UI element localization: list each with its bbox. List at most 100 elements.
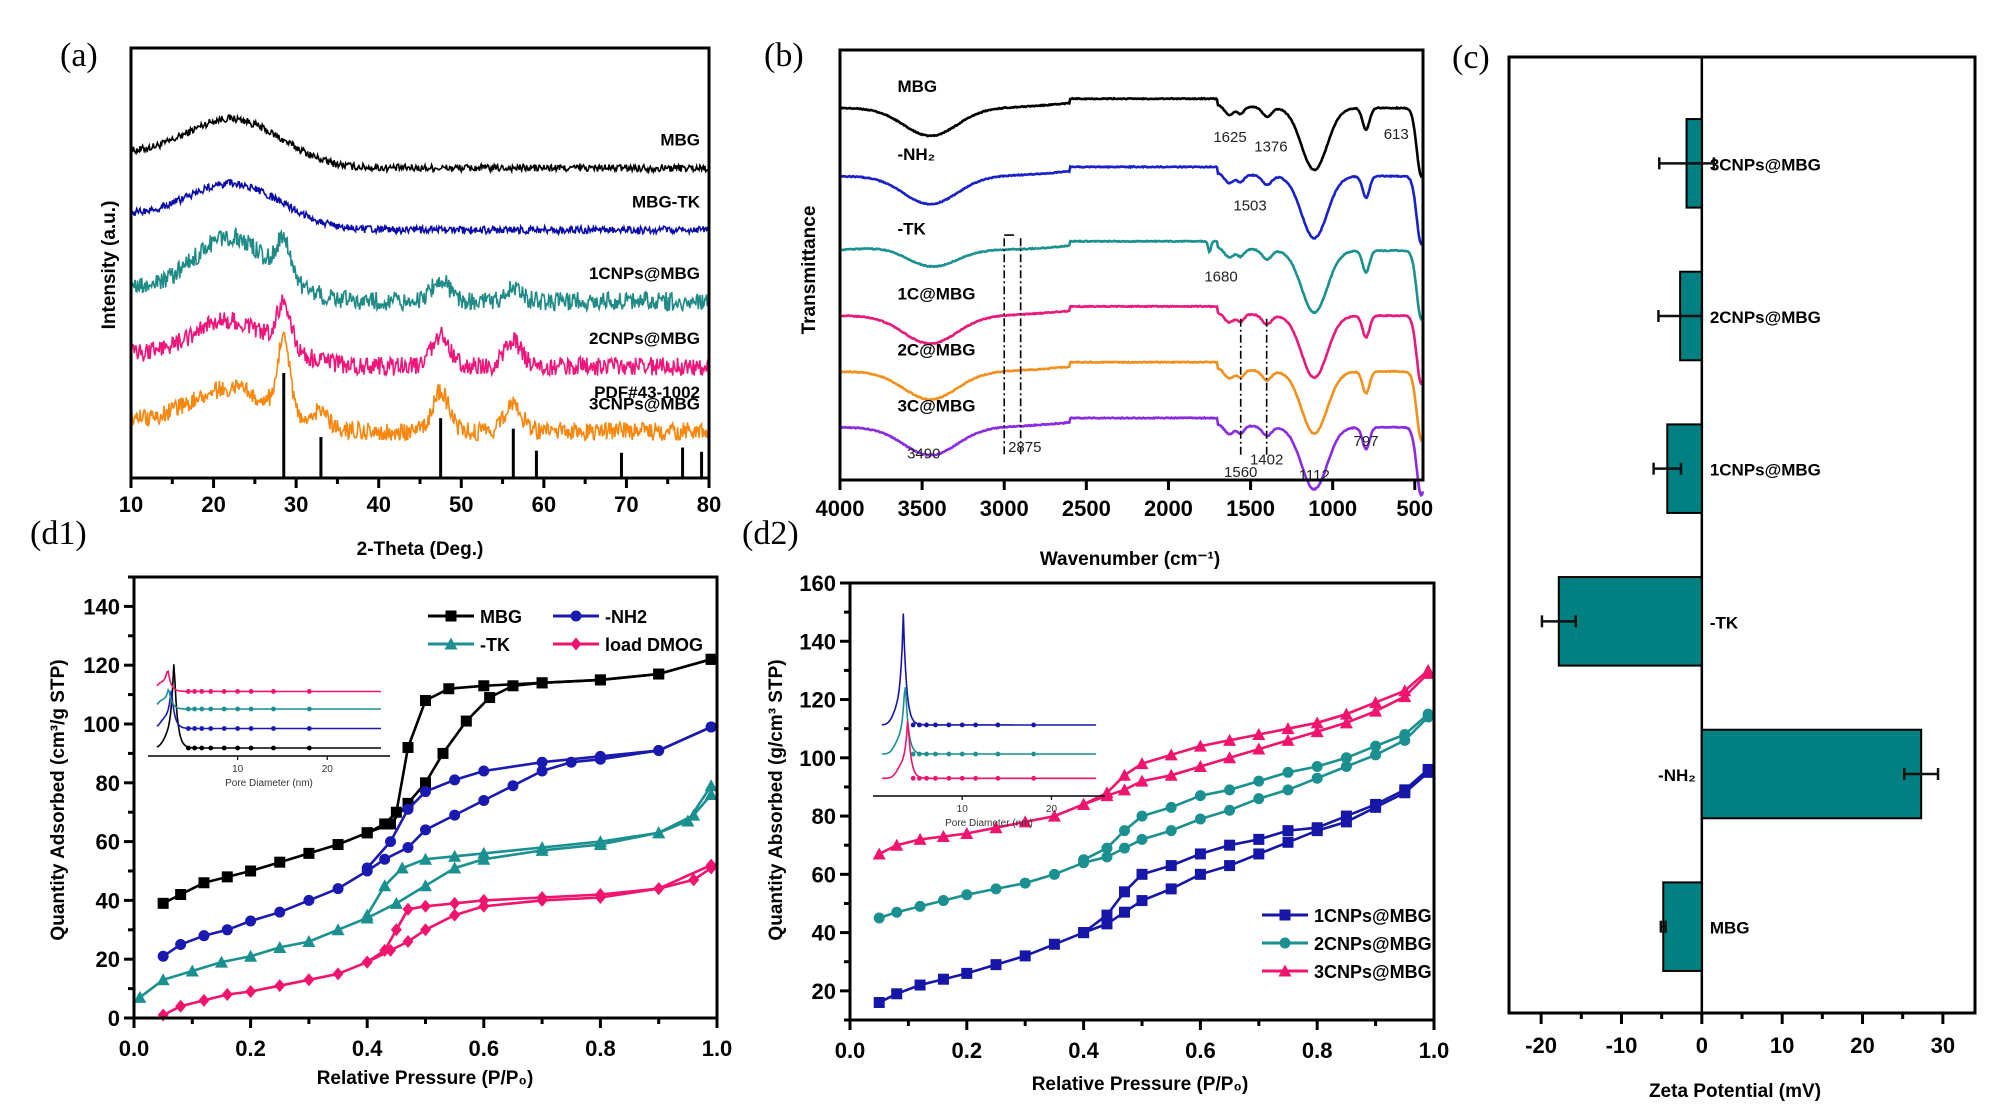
b-series-label-2c-mbg: 2C@MBG	[897, 341, 975, 360]
d2-legend-marker	[1279, 937, 1291, 949]
d1-y-axis-title: Quantity Adsorbed (cm³/g STP)	[48, 659, 69, 940]
c-category-label: MBG	[1710, 919, 1750, 938]
d2-inset-point	[973, 775, 979, 781]
d1-point	[303, 894, 315, 906]
d1-point	[214, 955, 228, 968]
d2-inset-x-tick-label: 20	[1046, 804, 1058, 815]
d2-point	[890, 838, 904, 851]
d1-inset-point	[208, 689, 214, 694]
d1-y-tick-label: 60	[96, 830, 120, 855]
d1-x-tick-label: 0.2	[235, 1036, 266, 1061]
a-frame	[129, 46, 711, 480]
d2-point	[1118, 825, 1130, 837]
d2-point	[1077, 797, 1091, 810]
d1-point	[402, 841, 414, 853]
d1-inset-point	[192, 706, 198, 712]
d2-point	[891, 988, 903, 1000]
d1-inset-point	[235, 706, 241, 712]
d1-point	[420, 923, 431, 937]
d2-legend-marker	[1279, 909, 1291, 921]
d2-inset-point	[959, 775, 965, 781]
d1-inset-point	[248, 726, 254, 731]
d1-point	[221, 924, 233, 936]
d2-inset-point	[924, 751, 929, 757]
d1-inset-point	[248, 706, 254, 712]
d1-axes: 0.0 0.2 0.4 0.6 0.8 1.0 0 20 40 60 80 100 120 140	[83, 575, 732, 1061]
d1-point	[402, 742, 414, 754]
d1-inset-point	[271, 689, 276, 694]
d1-legend-label-nh2: -NH2	[605, 607, 647, 627]
d1-point	[157, 950, 169, 962]
d1-legend-marker	[445, 610, 457, 622]
d2-point	[1340, 810, 1352, 822]
d1-point	[653, 744, 665, 756]
d1-point	[198, 930, 210, 942]
b-x-tick-label: 1000	[1308, 496, 1357, 521]
d2-y-tick-label: 120	[799, 688, 836, 713]
c-bar-nh2	[1700, 728, 1923, 820]
d2-point	[1078, 854, 1090, 866]
d1-x-tick-label: 0.0	[119, 1036, 150, 1061]
d1-inset-point	[221, 706, 227, 712]
a-reference-label: PDF#43-1002	[594, 383, 700, 402]
d2-inset-x-title: Pore Diameter (nm)	[945, 818, 1033, 829]
panel-d1-bet: (d1) 0.0 0.2 0.4 0.6 0.8 1.0 0 20 40 60 80 100 120 14…	[30, 515, 732, 1089]
d1-point	[536, 677, 548, 689]
d1-point	[198, 993, 210, 1007]
d1-point	[681, 814, 695, 827]
d2-point	[873, 912, 885, 924]
d2-point	[1100, 786, 1114, 799]
d2-point	[990, 883, 1002, 895]
d2-point	[1281, 722, 1295, 735]
a-series-3cnps-mbg	[130, 331, 710, 442]
d1-inset-point	[271, 745, 276, 751]
d1-inset-point	[208, 706, 214, 712]
d2-inset-point	[946, 722, 952, 728]
a-series-label-mbg: MBG	[660, 131, 700, 150]
b-series-mbg	[839, 96, 1425, 179]
d1-point	[420, 899, 431, 913]
d2-legend-marker	[1278, 964, 1292, 977]
b-x-tick-label: 2500	[1062, 496, 1111, 521]
d1-point	[449, 896, 461, 910]
panel-d2-bet: (d2) 0.0 0.2 0.4 0.6 0.8 1.0 20 40 60 80 100 120 140…	[742, 515, 1449, 1095]
d1-point	[437, 747, 449, 759]
d1-point	[420, 777, 431, 789]
d2-point	[1194, 868, 1206, 880]
d1-point	[402, 797, 414, 809]
d1-inset-point	[199, 706, 205, 712]
d2-x-tick-label: 0.6	[1185, 1038, 1216, 1063]
d1-x-axis-title: Relative Pressure (P/P₀)	[317, 1068, 534, 1089]
b-annotation: 1680	[1204, 269, 1237, 286]
d2-point	[936, 829, 950, 842]
b-annotation: 1560	[1224, 464, 1257, 481]
d1-point	[221, 987, 233, 1001]
c-x-axis-title: Zeta Potential (mV)	[1649, 1081, 1821, 1102]
d1-legend-marker	[570, 610, 582, 622]
d1-y-tick-label: 100	[83, 712, 120, 737]
d2-inset-point	[1031, 722, 1037, 728]
d2-point	[1193, 760, 1207, 773]
b-series-label-3c-mbg: 3C@MBG	[897, 396, 975, 415]
d2-legend-label-2cnps-mbg: 2CNPs@MBG	[1314, 934, 1432, 954]
d1-point	[704, 779, 718, 792]
c-x-tick-label: -20	[1525, 1033, 1557, 1058]
d1-point	[302, 935, 316, 948]
d1-point	[361, 955, 373, 969]
d2-inset-point	[917, 751, 922, 757]
d1-point	[478, 893, 490, 907]
d2-point	[1048, 868, 1060, 880]
panel-b-ftir: (b) MBG -NH₂ -TK 1C@MBG 2C@MBG 3C@MBG 1625 1376…	[764, 37, 1433, 570]
c-bar-mbg	[1662, 881, 1703, 972]
d2-point	[1281, 733, 1295, 746]
d2-point	[1224, 804, 1236, 816]
d1-point	[175, 939, 187, 950]
d1-point	[402, 935, 414, 949]
d1-point	[420, 824, 431, 836]
d2-point	[961, 967, 973, 979]
d2-point	[1194, 813, 1206, 825]
d1-point	[402, 902, 414, 916]
c-x-tick-label: -10	[1606, 1033, 1638, 1058]
b-plot-area: MBG -NH₂ -TK 1C@MBG 2C@MBG 3C@MBG 1625 1376 613 1…	[839, 77, 1425, 498]
a-series-mbg	[130, 113, 710, 175]
